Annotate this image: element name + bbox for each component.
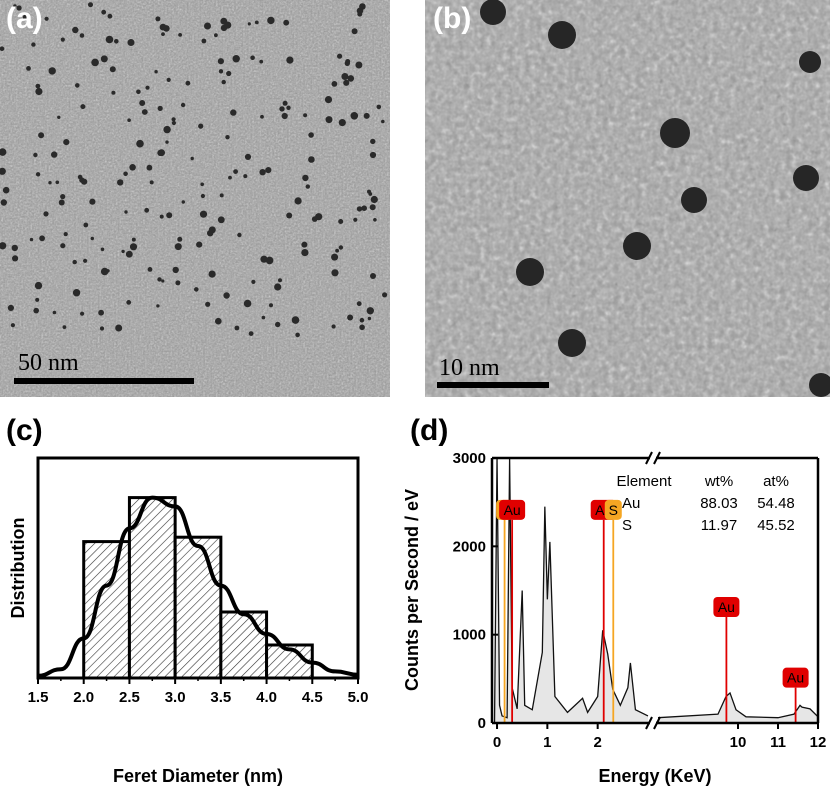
y-tick-label-d: 0 <box>478 715 486 732</box>
x-tick-label-d: 11 <box>770 734 786 751</box>
y-tick-label-d: 3000 <box>453 450 486 467</box>
x-tick-label-d: 12 <box>810 734 827 751</box>
panel-c-label: (c) <box>6 414 43 447</box>
peak-marker-label: S <box>609 502 618 518</box>
table-cell: S <box>622 517 632 534</box>
scale-bar-b <box>437 382 549 388</box>
tem-image-a: (a) 50 nm <box>0 0 390 397</box>
table-cell: 11.97 <box>701 517 737 534</box>
spectrum-line-break-fill <box>658 692 818 723</box>
scale-bar-label-a: 50 nm <box>18 350 79 376</box>
scale-bar-label-b: 10 nm <box>439 355 500 381</box>
peak-marker-badge <box>499 499 526 520</box>
table-cell: 88.03 <box>700 495 738 512</box>
tem-image-b: (b) 10 nm <box>425 0 830 397</box>
table-header: Element <box>616 473 672 490</box>
y-axis-title-c: Distribution <box>8 518 28 619</box>
x-tick-label-c: 5.0 <box>348 689 369 706</box>
x-tick-label-c: 4.5 <box>302 689 323 706</box>
table-cell: 45.52 <box>757 517 795 534</box>
peak-marker-label: Au <box>718 599 735 615</box>
x-tick-label-c: 3.5 <box>210 689 231 706</box>
peak-marker-badge <box>782 667 809 688</box>
nanoparticles-a <box>0 2 388 338</box>
histogram-bar <box>219 610 269 680</box>
x-axis-title-c: Feret Diameter (nm) <box>113 766 283 786</box>
x-tick-label-d: 1 <box>543 734 551 751</box>
x-tick-label-c: 2.0 <box>73 689 94 706</box>
y-tick-label-d: 1000 <box>453 627 486 644</box>
spectrum-line-break <box>657 691 819 719</box>
panel-d-label: (d) <box>410 414 448 447</box>
spectrum-line <box>493 457 649 724</box>
scale-bar-a <box>14 378 194 384</box>
eds-spectrum-chart: (d) SAuAuSAuAu0100020003000012101112Elem… <box>402 414 827 786</box>
panel-a-label: (a) <box>6 2 43 35</box>
nanoparticles-b <box>480 0 830 397</box>
axis-break-mark <box>653 716 661 730</box>
table-header: at% <box>763 473 789 490</box>
x-tick-label-c: 3.0 <box>165 689 186 706</box>
axis-break-mark <box>653 451 661 465</box>
x-tick-label-d: 0 <box>493 734 501 751</box>
x-axis-title-d: Energy (KeV) <box>598 766 711 786</box>
peak-marker-label: Au <box>504 502 521 518</box>
peak-marker-label: Au <box>787 670 804 686</box>
x-tick-label-c: 1.5 <box>28 689 49 706</box>
table-header: wt% <box>704 473 733 490</box>
table-cell: 54.48 <box>757 495 795 512</box>
x-tick-label-d: 10 <box>730 734 747 751</box>
axis-break-mark <box>645 451 653 465</box>
histogram-bar <box>173 535 223 680</box>
table-cell: Au <box>622 495 640 512</box>
axis-break-mark <box>645 716 653 730</box>
histogram-chart: (c) 1.5 2.0 2.5 3.0 3.5 4.0 4.5 5.0 Feret Diame… <box>6 414 369 786</box>
y-tick-label-d: 2000 <box>453 538 486 555</box>
peak-marker-badge <box>713 597 740 617</box>
x-tick-label-c: 4.0 <box>256 689 277 706</box>
x-tick-label-d: 2 <box>594 734 602 751</box>
panel-b-label: (b) <box>433 2 471 35</box>
peak-marker-badge <box>604 499 622 520</box>
y-axis-title-d: Counts per Second / eV <box>402 489 422 691</box>
histogram-bar <box>82 540 131 680</box>
fit-curve <box>37 495 359 678</box>
x-tick-label-c: 2.5 <box>119 689 140 706</box>
